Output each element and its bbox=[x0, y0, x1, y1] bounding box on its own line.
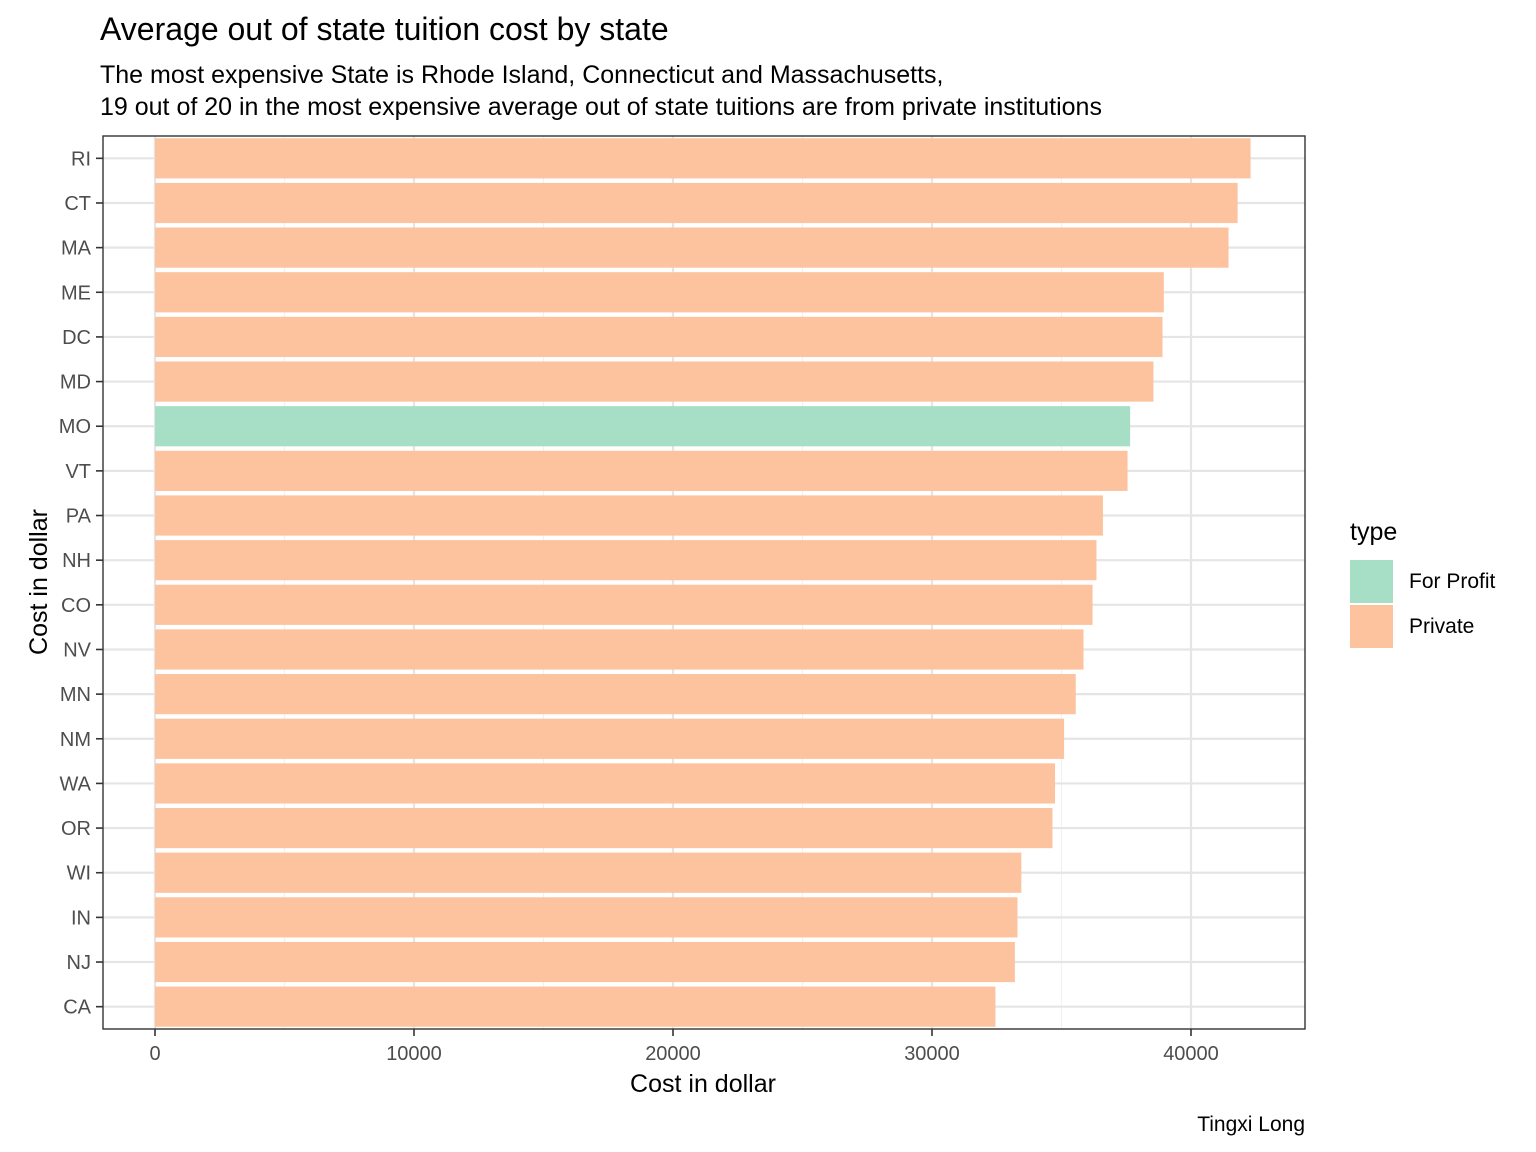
y-tick-label: CA bbox=[63, 997, 91, 1019]
bar-nj bbox=[155, 941, 1015, 983]
chart-subtitle: The most expensive State is Rhode Island… bbox=[100, 59, 1102, 123]
bar-wi bbox=[155, 852, 1022, 893]
bar-wa bbox=[155, 763, 1056, 804]
legend-item-private: Private bbox=[1350, 604, 1495, 649]
y-tick-label: CO bbox=[61, 595, 91, 617]
x-tick-label: 40000 bbox=[1163, 1043, 1219, 1065]
bar-ct bbox=[155, 182, 1238, 224]
y-tick-label: DC bbox=[62, 327, 91, 349]
bar-dc bbox=[155, 316, 1163, 358]
y-tick-label: MO bbox=[59, 416, 91, 438]
bar-vt bbox=[155, 450, 1128, 491]
legend-swatch-private bbox=[1350, 605, 1393, 648]
x-tick-label: 20000 bbox=[645, 1043, 701, 1065]
x-tick-label: 30000 bbox=[904, 1043, 960, 1065]
y-tick-label: MA bbox=[61, 238, 92, 260]
bar-or bbox=[155, 807, 1053, 849]
y-tick-label: VT bbox=[65, 461, 91, 483]
y-tick-label: NV bbox=[63, 639, 91, 661]
bar-mo bbox=[155, 406, 1131, 447]
y-tick-label: IN bbox=[71, 907, 91, 929]
legend-title: type bbox=[1350, 518, 1398, 546]
x-axis-label: Cost in dollar bbox=[630, 1070, 776, 1098]
bar-co bbox=[155, 584, 1093, 625]
y-axis-label: Cost in dollar bbox=[25, 509, 53, 655]
y-tick-label: WI bbox=[67, 863, 91, 885]
y-tick-label: ME bbox=[61, 282, 91, 304]
legend: type For Profit Private bbox=[1350, 517, 1495, 649]
legend-label-for-profit: For Profit bbox=[1409, 569, 1496, 593]
x-tick-label: 0 bbox=[149, 1043, 160, 1065]
chart-title: Average out of state tuition cost by sta… bbox=[100, 11, 669, 47]
y-tick-label: WA bbox=[60, 773, 92, 795]
legend-item-for-profit: For Profit bbox=[1350, 559, 1495, 604]
y-tick-label: NJ bbox=[67, 952, 91, 974]
bar-md bbox=[155, 361, 1154, 402]
bar-nv bbox=[155, 629, 1084, 670]
y-tick-label: NM bbox=[60, 729, 91, 751]
bar-ma bbox=[155, 227, 1229, 268]
y-tick-label: RI bbox=[71, 148, 91, 170]
bar-ri bbox=[155, 138, 1251, 179]
y-tick-label: OR bbox=[61, 818, 91, 840]
bar-ca bbox=[155, 986, 996, 1027]
bar-nh bbox=[155, 540, 1097, 581]
y-tick-label: CT bbox=[64, 193, 91, 215]
panel-border bbox=[102, 135, 1306, 1030]
bar-in bbox=[155, 897, 1018, 938]
chart-subtitle-line-1: The most expensive State is Rhode Island… bbox=[100, 61, 944, 89]
y-tick-label: MN bbox=[60, 684, 91, 706]
x-tick-label: 10000 bbox=[386, 1043, 442, 1065]
chart-caption: Tingxi Long bbox=[1197, 1113, 1305, 1136]
y-tick-label: PA bbox=[66, 506, 92, 528]
bar-me bbox=[155, 272, 1164, 313]
legend-swatch-for-profit bbox=[1350, 560, 1393, 603]
bar-mn bbox=[155, 674, 1076, 715]
legend-label-private: Private bbox=[1409, 614, 1475, 638]
chart-subtitle-line-2: 19 out of 20 in the most expensive avera… bbox=[100, 93, 1102, 121]
bar-pa bbox=[155, 495, 1103, 536]
y-tick-label: MD bbox=[60, 372, 91, 394]
y-tick-label: NH bbox=[62, 550, 91, 572]
bar-nm bbox=[155, 718, 1065, 759]
